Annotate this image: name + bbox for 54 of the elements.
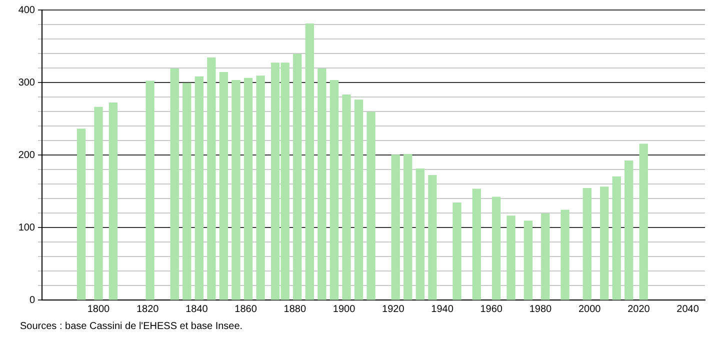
bar: [244, 78, 253, 300]
bar: [404, 154, 412, 300]
bar: [293, 54, 302, 300]
y-tick-label: 200: [18, 150, 36, 161]
x-tick-label: 1880: [284, 304, 306, 315]
bar: [94, 106, 103, 300]
bar: [366, 112, 376, 300]
x-tick-label: 2040: [676, 304, 700, 315]
bar: [492, 196, 501, 300]
bar: [472, 188, 481, 300]
bar: [560, 210, 570, 300]
bar: [391, 154, 400, 300]
bar: [342, 94, 351, 300]
bar: [146, 80, 154, 300]
bar: [639, 144, 648, 300]
bar: [582, 188, 592, 300]
bar: [108, 102, 118, 300]
bar: [330, 80, 339, 300]
bar: [506, 216, 516, 300]
bar: [354, 100, 364, 300]
bar: [76, 128, 86, 300]
x-tick-label: 1840: [186, 304, 208, 315]
bar: [219, 72, 228, 300]
bar: [541, 213, 550, 300]
bar: [170, 68, 179, 300]
x-tick-label: 1920: [382, 304, 405, 315]
x-tick-label: 1800: [87, 304, 110, 315]
x-tick-label: 1820: [136, 304, 160, 315]
bar: [452, 202, 462, 300]
y-tick-label: 0: [29, 294, 36, 306]
bar: [600, 186, 609, 300]
bar: [232, 80, 240, 300]
bar: [624, 160, 634, 300]
bar: [612, 176, 621, 300]
y-tick-label: 300: [18, 77, 36, 88]
bar: [207, 58, 216, 300]
bar: [305, 23, 314, 300]
x-tick-label: 2000: [578, 304, 602, 315]
source-note: Sources : base Cassini de l'EHESS et base Insee.: [20, 321, 243, 332]
bar: [194, 76, 204, 300]
x-tick-label: 1960: [480, 304, 503, 315]
x-tick-label: 1860: [234, 304, 258, 315]
bar: [428, 174, 437, 300]
x-tick-label: 1940: [431, 304, 454, 315]
bar: [256, 76, 265, 300]
y-tick-label: 400: [18, 4, 36, 16]
bar: [524, 220, 533, 300]
x-tick-label: 2020: [628, 304, 650, 315]
bar: [182, 82, 192, 300]
bar: [416, 168, 424, 300]
x-tick-label: 1980: [529, 304, 552, 315]
x-tick-label: 1900: [332, 304, 356, 315]
bar: [318, 68, 326, 300]
y-tick-label: 100: [18, 222, 36, 234]
